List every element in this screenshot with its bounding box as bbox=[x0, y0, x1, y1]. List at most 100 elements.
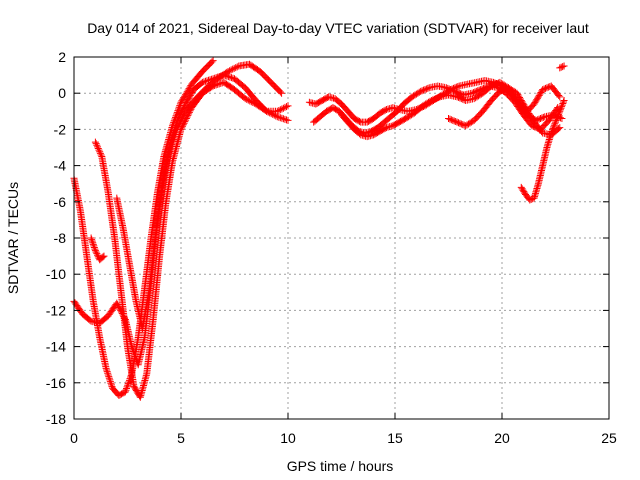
data-point bbox=[232, 64, 240, 72]
data-point bbox=[92, 140, 100, 148]
data-point bbox=[536, 90, 544, 98]
data-point bbox=[87, 234, 95, 242]
data-point bbox=[557, 104, 565, 112]
data-point bbox=[200, 78, 208, 86]
data-point bbox=[555, 91, 563, 99]
data-point bbox=[500, 86, 508, 94]
data-point bbox=[459, 95, 467, 103]
data-point bbox=[537, 88, 545, 96]
data-point bbox=[516, 95, 524, 103]
data-point bbox=[105, 373, 113, 381]
data-point bbox=[177, 116, 185, 124]
data-point bbox=[463, 121, 471, 129]
data-point bbox=[474, 92, 482, 100]
y-tick-label: -12 bbox=[46, 302, 66, 318]
data-point bbox=[527, 112, 535, 120]
data-point bbox=[106, 376, 114, 384]
data-point bbox=[496, 87, 504, 95]
data-point bbox=[167, 144, 175, 152]
data-point bbox=[181, 92, 189, 100]
data-point bbox=[124, 380, 132, 388]
data-point bbox=[408, 93, 416, 101]
data-point bbox=[558, 115, 566, 123]
data-point bbox=[167, 142, 175, 150]
data-point bbox=[272, 112, 280, 120]
data-point bbox=[165, 149, 173, 157]
data-point bbox=[560, 62, 568, 70]
data-point bbox=[182, 89, 190, 97]
y-tick-label: -16 bbox=[46, 375, 66, 391]
data-point bbox=[534, 94, 542, 102]
data-point bbox=[456, 119, 464, 127]
data-point bbox=[122, 386, 130, 394]
data-point bbox=[419, 102, 427, 110]
y-axis-label: SDTVAR / TECUs bbox=[5, 182, 21, 294]
data-point bbox=[442, 84, 450, 92]
data-point bbox=[551, 120, 559, 128]
data-point bbox=[264, 108, 272, 116]
data-point bbox=[405, 113, 413, 121]
data-point bbox=[168, 141, 176, 149]
data-point bbox=[490, 81, 498, 89]
data-point bbox=[446, 115, 454, 123]
data-point bbox=[515, 92, 523, 100]
y-tick-label: -10 bbox=[46, 266, 66, 282]
data-point bbox=[471, 88, 479, 96]
data-point bbox=[181, 100, 189, 108]
data-point bbox=[226, 67, 234, 75]
x-axis-label: GPS time / hours bbox=[287, 458, 394, 474]
data-point bbox=[532, 97, 540, 105]
data-point bbox=[560, 96, 568, 104]
data-point bbox=[432, 95, 440, 103]
data-point bbox=[445, 115, 452, 123]
data-point bbox=[173, 125, 181, 133]
data-point bbox=[95, 146, 103, 154]
data-point bbox=[281, 115, 289, 123]
data-point bbox=[96, 148, 104, 156]
data-point bbox=[554, 112, 562, 120]
plot-points bbox=[70, 57, 568, 401]
data-point bbox=[263, 107, 271, 115]
data-point bbox=[278, 114, 286, 122]
data-point bbox=[187, 90, 195, 98]
data-point bbox=[506, 85, 514, 93]
data-point bbox=[517, 183, 525, 191]
data-point bbox=[556, 124, 564, 132]
data-point bbox=[496, 78, 504, 86]
data-point bbox=[467, 118, 475, 126]
data-point bbox=[454, 83, 462, 91]
data-point bbox=[123, 383, 131, 391]
data-point bbox=[492, 80, 500, 88]
data-point bbox=[522, 104, 530, 112]
data-point bbox=[97, 151, 105, 159]
data-point bbox=[462, 122, 470, 130]
data-point bbox=[107, 379, 115, 387]
data-point bbox=[533, 96, 541, 104]
data-point bbox=[267, 110, 275, 118]
data-point bbox=[169, 137, 177, 145]
data-point bbox=[420, 101, 428, 109]
data-point bbox=[249, 99, 257, 107]
data-point bbox=[183, 88, 191, 96]
data-point bbox=[509, 86, 517, 94]
series-arc-D bbox=[113, 60, 286, 332]
data-point bbox=[519, 99, 527, 107]
data-point bbox=[526, 196, 534, 204]
data-point bbox=[553, 114, 561, 122]
data-point bbox=[454, 89, 462, 97]
data-point bbox=[556, 93, 564, 101]
data-point bbox=[166, 147, 174, 155]
data-point bbox=[411, 91, 419, 99]
data-point bbox=[558, 101, 566, 109]
y-tick-label: 0 bbox=[58, 85, 66, 101]
y-tick-label: 2 bbox=[58, 49, 66, 65]
data-point bbox=[415, 88, 423, 96]
data-point bbox=[269, 110, 277, 118]
data-point bbox=[121, 388, 129, 396]
data-point bbox=[181, 91, 189, 99]
data-point bbox=[455, 89, 463, 97]
data-point bbox=[531, 99, 539, 107]
data-point bbox=[165, 151, 173, 159]
data-point bbox=[278, 105, 286, 113]
data-point bbox=[164, 153, 172, 161]
